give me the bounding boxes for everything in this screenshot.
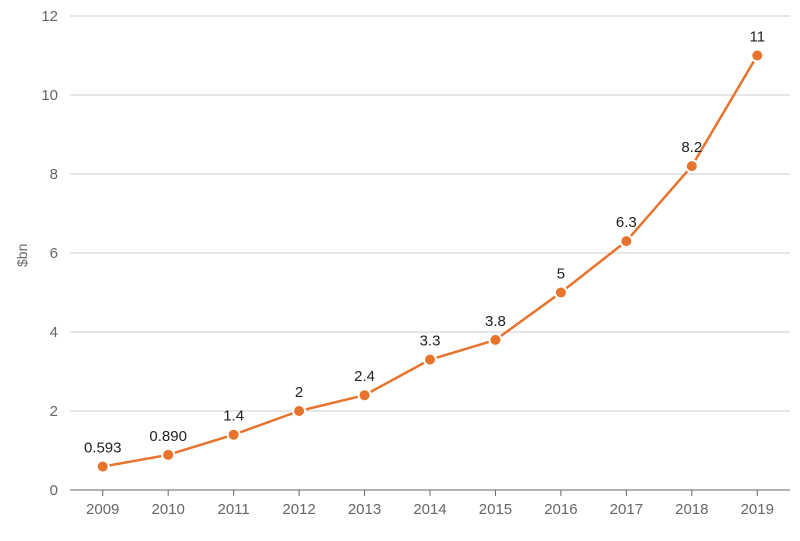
chart-container: $bn 0 2 4 6 8 10 12 2009 2010 2011 2012 2013 2014 201… [0,0,800,541]
x-tick-label: 2010 [151,501,184,518]
series-marker [228,429,240,441]
series-marker [620,235,632,247]
series-marker [489,334,501,346]
y-tick-label: 10 [41,87,58,104]
series-marker [162,449,174,461]
line-chart: 0 2 4 6 8 10 12 2009 2010 2011 2012 2013 2014 2015 201… [0,0,800,541]
data-label: 6.3 [616,214,637,231]
y-axis-label: $bn [14,244,30,267]
x-tick-label: 2019 [741,501,774,518]
data-label: 2 [295,384,303,401]
data-label: 11 [749,29,765,46]
y-tick-label: 8 [50,166,58,183]
data-label: 0.890 [149,428,187,445]
series-marker [359,389,371,401]
y-tick-label: 2 [50,403,58,420]
data-label: 5 [557,266,565,283]
data-label: 8.2 [681,139,702,156]
series-marker [97,461,109,473]
data-label: 3.3 [420,333,441,350]
x-tick-label: 2009 [86,501,119,518]
series-marker [424,354,436,366]
y-tick-label: 0 [50,482,58,499]
x-tick-label: 2012 [282,501,315,518]
data-label: 0.593 [84,440,122,457]
y-tick-label: 6 [50,245,58,262]
series-marker [751,50,763,62]
data-label: 3.8 [485,313,506,330]
y-tick-label: 4 [50,324,58,341]
x-tick-label: 2013 [348,501,381,518]
data-label: 1.4 [223,408,244,425]
data-label: 2.4 [354,368,375,385]
x-tick-label: 2014 [413,501,446,518]
series-marker [686,160,698,172]
x-tick-label: 2016 [544,501,577,518]
y-tick-label: 12 [41,8,58,25]
series-marker [293,405,305,417]
series-marker [555,287,567,299]
x-tick-label: 2018 [675,501,708,518]
x-tick-label: 2017 [610,501,643,518]
x-tick-label: 2015 [479,501,512,518]
x-tick-label: 2011 [218,501,250,518]
series-line [103,56,758,467]
